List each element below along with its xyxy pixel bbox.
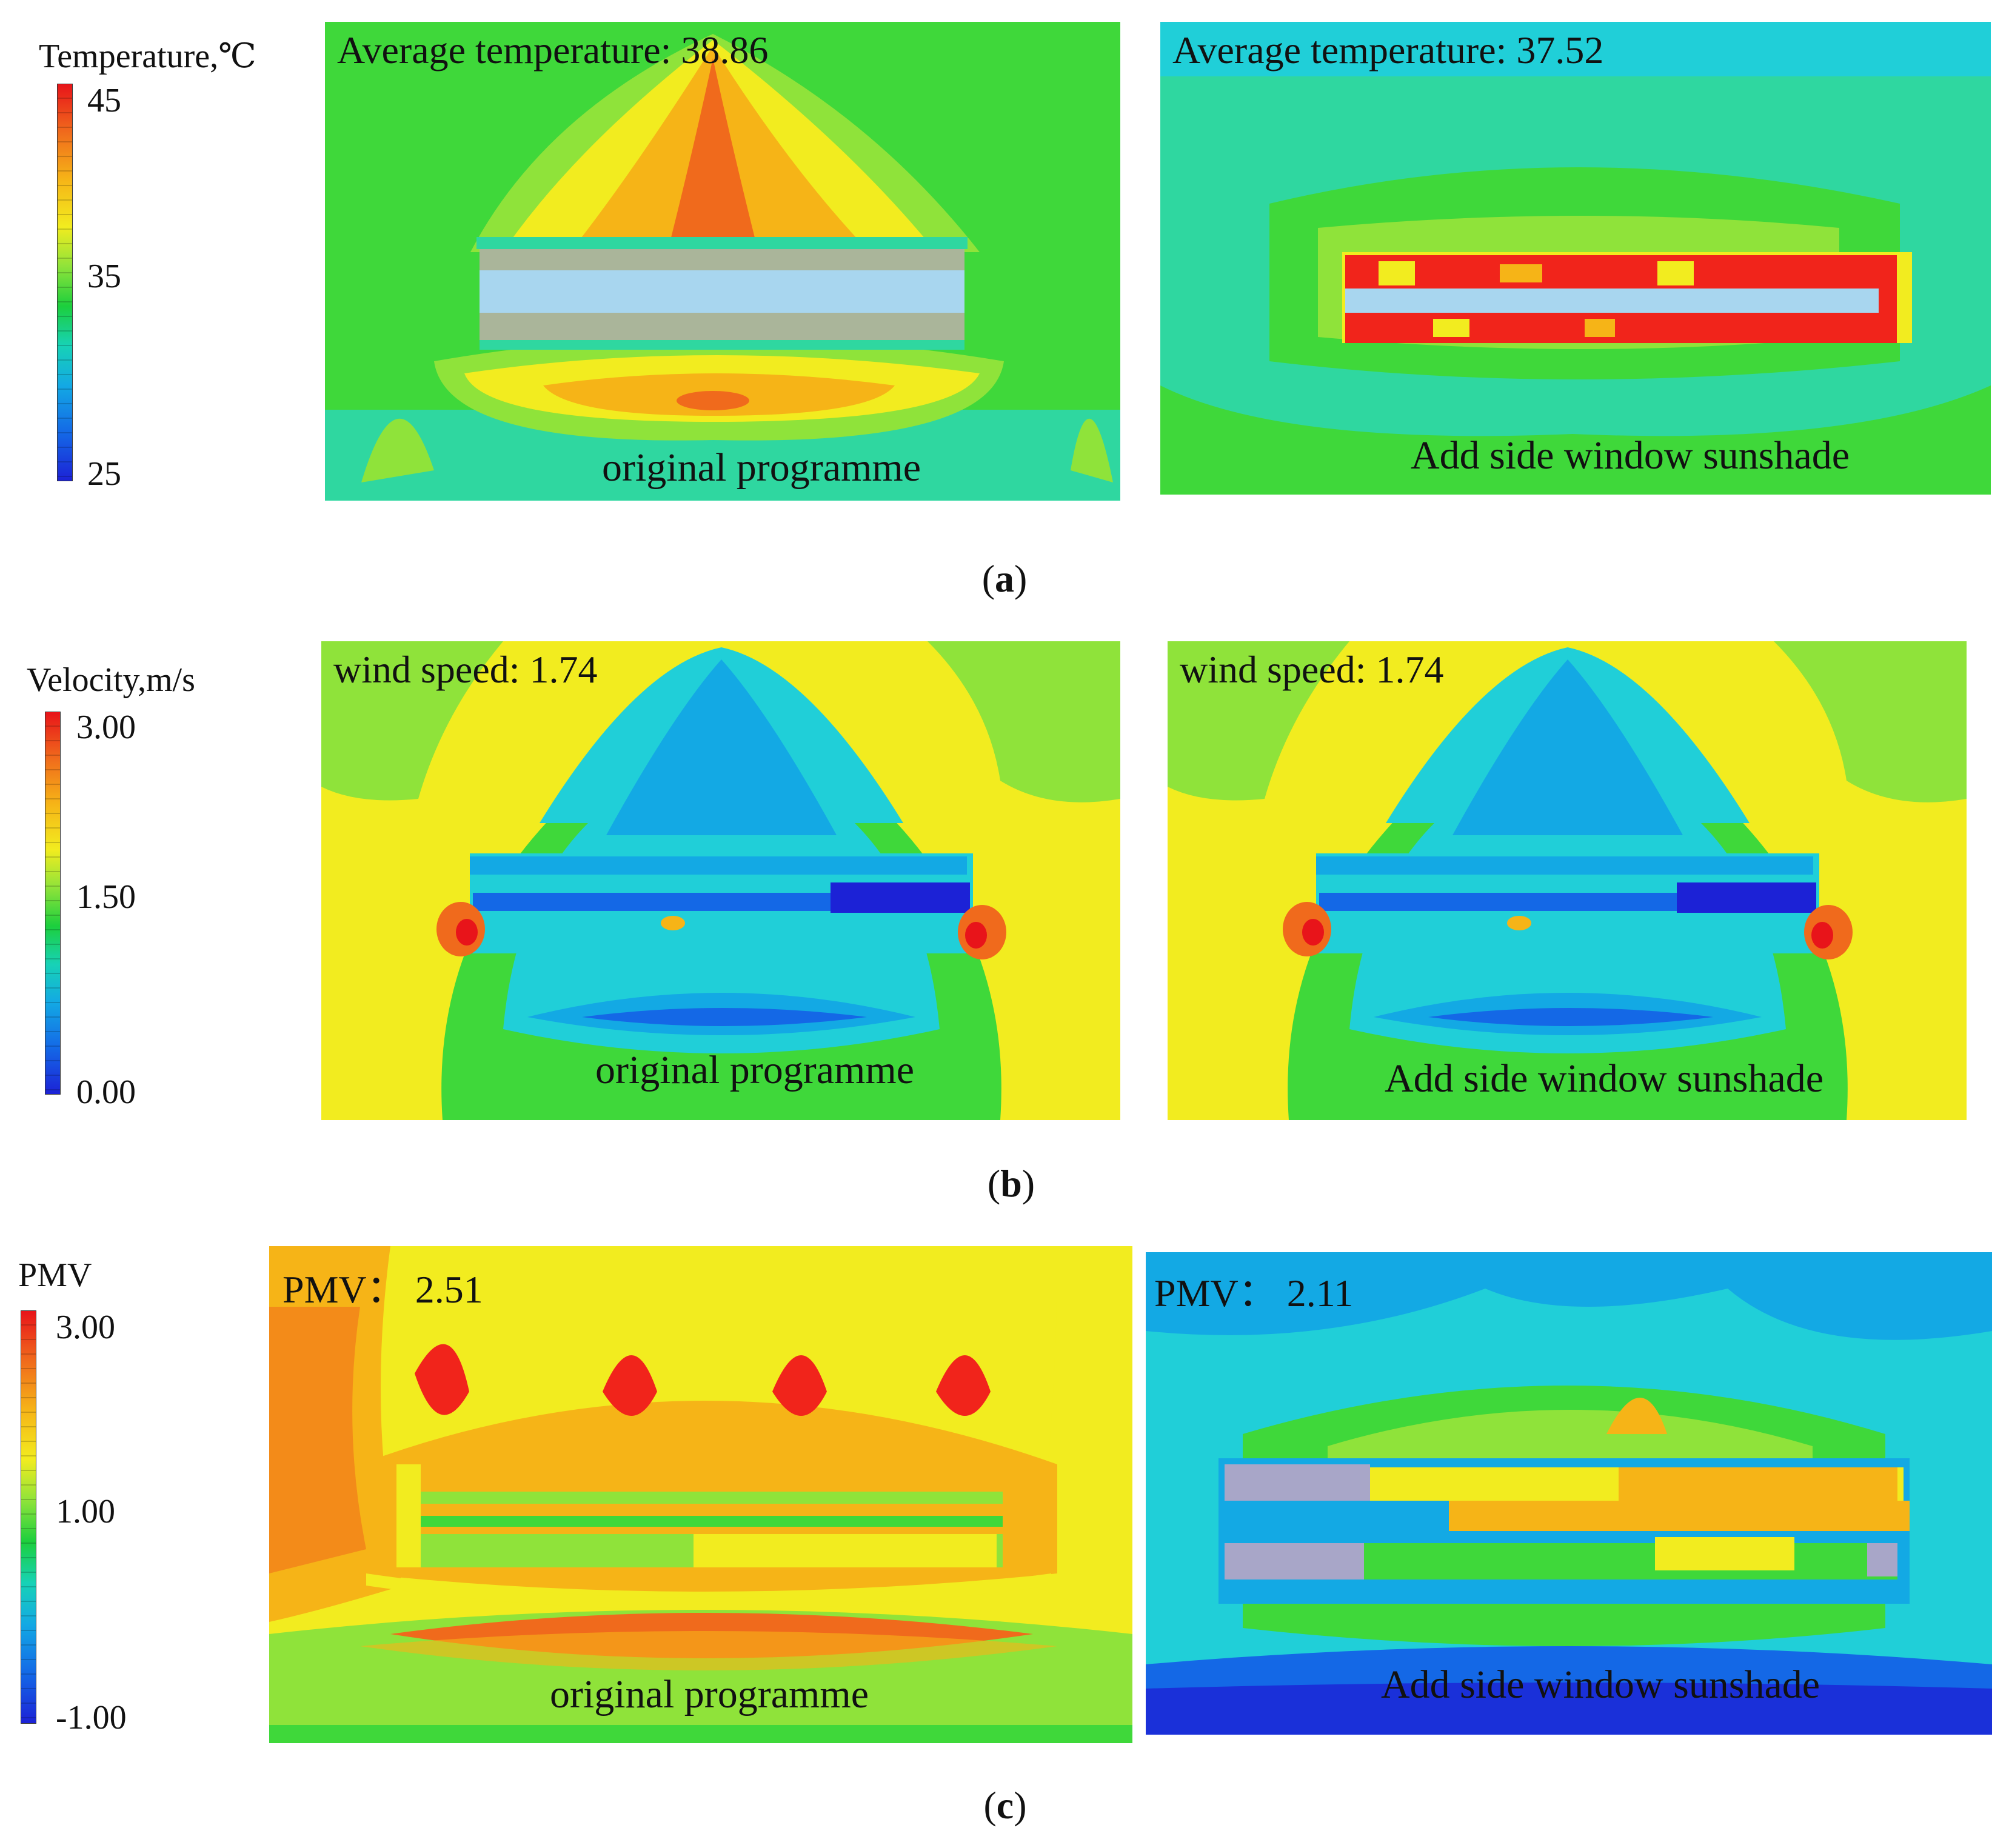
pmv-field-original [269,1246,1132,1743]
legend-colorbar [45,712,61,1095]
panel-top-text: PMV： 2.11 [1154,1272,1354,1315]
velocity-panel-original: wind speed: 1.74 original programme [321,641,1120,1120]
legend-title: PMV [18,1256,92,1294]
velocity-panel-sunshade: wind speed: 1.74 Add side window sunshad… [1168,641,1967,1120]
velocity-field-sunshade [1168,641,1967,1120]
velocity-field-original [321,641,1120,1120]
subfigure-label-c: (c) [983,1784,1027,1827]
legend-tick-min: -1.00 [56,1699,127,1736]
legend-tick-mid: 1.50 [76,878,136,916]
legend-tick-mid: 1.00 [56,1493,115,1530]
panel-bottom-text: Add side window sunshade [1410,433,1850,478]
panel-bottom-text: Add side window sunshade [1384,1056,1824,1101]
panel-top-text: Average temperature: 37.52 [1172,28,1604,72]
pmv-field-sunshade [1146,1252,1992,1735]
panel-bottom-text: original programme [549,1672,869,1716]
temperature-panel-original: Average temperature: 38.86 original prog… [325,22,1120,501]
panel-top-text: Average temperature: 38.86 [337,28,769,72]
temperature-field-original [325,22,1120,501]
panel-bottom-text: original programme [595,1048,915,1092]
legend-title: Velocity,m/s [27,661,195,699]
legend-tick-max: 3.00 [76,709,136,746]
panel-bottom-text: original programme [601,445,921,490]
pmv-panel-sunshade: PMV： 2.11 Add side window sunshade [1146,1252,1992,1735]
subfigure-label-a: (a) [981,557,1028,600]
legend-tick-mid: 35 [87,258,121,295]
legend-tick-max: 3.00 [56,1309,115,1346]
panel-top-text: PMV： 2.51 [282,1268,483,1311]
temperature-field-sunshade [1160,22,1991,495]
panel-top-text: wind speed: 1.74 [333,648,598,691]
legend-colorbar [21,1310,36,1724]
legend-tick-min: 0.00 [76,1073,136,1111]
panel-top-text: wind speed: 1.74 [1180,648,1444,691]
legend-title: Temperature,℃ [39,38,256,75]
legend-tick-max: 45 [87,82,121,119]
legend-colorbar [57,84,73,481]
pmv-panel-original: PMV： 2.51 original programme [269,1246,1132,1743]
legend-tick-min: 25 [87,455,121,493]
temperature-panel-sunshade: Average temperature: 37.52 Add side wind… [1160,22,1991,495]
subfigure-label-b: (b) [987,1162,1035,1205]
panel-bottom-text: Add side window sunshade [1380,1663,1820,1707]
